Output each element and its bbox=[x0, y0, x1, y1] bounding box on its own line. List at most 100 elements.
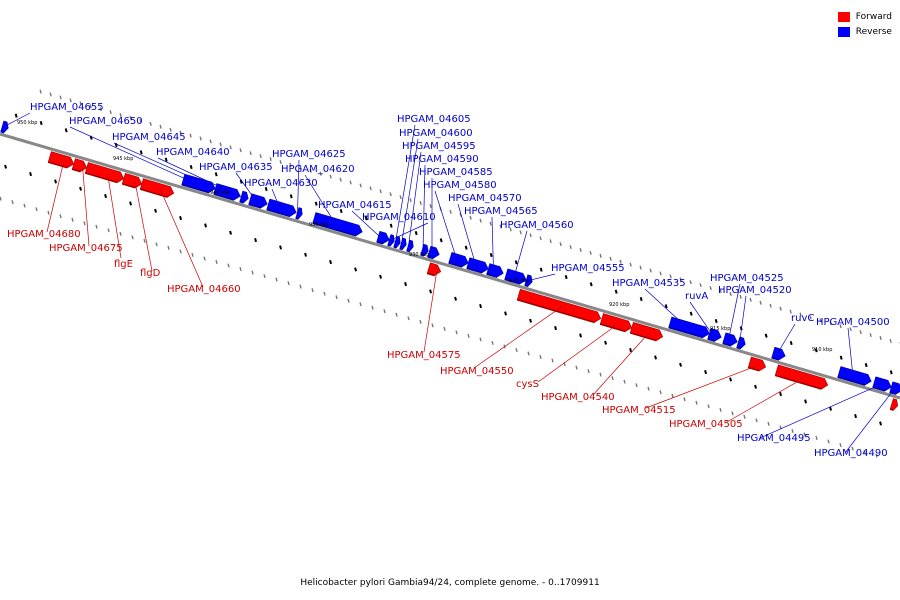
tick-mark bbox=[263, 274, 266, 279]
tick-mark bbox=[515, 348, 518, 352]
tick-mark bbox=[439, 238, 443, 243]
gene-label-hpgam-04650: HPGAM_04650 bbox=[69, 116, 143, 127]
tick-mark bbox=[579, 248, 582, 252]
tick-mark bbox=[875, 453, 878, 458]
tick-mark bbox=[619, 259, 622, 264]
gene-label-hpgam-04680: HPGAM_04680 bbox=[7, 229, 81, 240]
tick-mark bbox=[251, 270, 254, 275]
tick-mark bbox=[104, 194, 108, 199]
leader-hpgam-04515 bbox=[645, 364, 761, 409]
gene-body bbox=[722, 332, 738, 347]
tick-mark bbox=[179, 216, 183, 221]
leader-hpgam-04590 bbox=[422, 164, 426, 251]
tick-mark bbox=[339, 177, 342, 182]
tick-mark bbox=[404, 282, 408, 287]
tick-mark bbox=[719, 407, 722, 412]
tick-mark bbox=[564, 274, 568, 280]
gene-label-hpgam-04520: HPGAM_04520 bbox=[718, 285, 792, 296]
leader-hpgam-04520 bbox=[739, 295, 747, 344]
tick-mark bbox=[879, 421, 883, 426]
gene-label-hpgam-04585: HPGAM_04585 bbox=[419, 167, 493, 178]
gene-label-hpgam-04580: HPGAM_04580 bbox=[423, 180, 497, 191]
tick-mark bbox=[347, 298, 350, 303]
leader-hpgam-04645 bbox=[113, 142, 226, 193]
tick-mark bbox=[179, 249, 182, 254]
gene-arrow-hpgam-04500 bbox=[837, 366, 872, 386]
gene-arrow-hpgam-04580 bbox=[448, 252, 469, 268]
scale-label: 910 kbp bbox=[812, 347, 832, 353]
gene-body bbox=[71, 158, 88, 172]
gene-shadow bbox=[71, 168, 81, 173]
scale-label: 945 kbp bbox=[113, 156, 133, 162]
reverse-swatch bbox=[837, 26, 850, 37]
tick-mark bbox=[229, 230, 233, 235]
gene-label-hpgam-04675: HPGAM_04675 bbox=[49, 243, 123, 254]
tick-mark bbox=[214, 172, 218, 177]
gene-label-hpgam-04640: HPGAM_04640 bbox=[156, 147, 230, 158]
leader-hpgam-04575 bbox=[423, 269, 438, 353]
tick-mark bbox=[119, 231, 122, 236]
tick-mark bbox=[749, 297, 752, 302]
tick-mark bbox=[799, 312, 802, 317]
gene-arrow-hpgam-04505 bbox=[774, 364, 829, 390]
tick-mark bbox=[623, 379, 626, 384]
tick-mark bbox=[239, 179, 243, 184]
tick-mark bbox=[604, 340, 608, 345]
genome-caption: Helicobacter pylori Gambia94/24, complet… bbox=[300, 578, 600, 588]
gene-label-hpgam-04575: HPGAM_04575 bbox=[387, 350, 461, 361]
leader-hpgam-04615 bbox=[351, 210, 382, 239]
legend-label-reverse: Reverse bbox=[855, 26, 892, 37]
tick-mark bbox=[269, 157, 272, 162]
gene-label-hpgam-04535: HPGAM_04535 bbox=[612, 278, 686, 289]
gene-arrow-hpgam-04680 bbox=[47, 151, 75, 169]
gene-body bbox=[504, 268, 527, 285]
gene-label-hpgam-04555: HPGAM_04555 bbox=[551, 263, 625, 274]
leader-flge bbox=[107, 173, 122, 259]
leader-hpgam-04570 bbox=[457, 203, 477, 267]
leader-hpgam-04550 bbox=[473, 306, 563, 369]
gene-arrow-hpgam-04600 bbox=[399, 237, 407, 251]
tick-mark bbox=[419, 201, 422, 206]
tick-mark bbox=[504, 311, 508, 316]
gene-body bbox=[427, 245, 440, 259]
gene-label-hpgam-04630: HPGAM_04630 bbox=[244, 178, 318, 189]
tick-mark bbox=[359, 183, 362, 188]
gene-shadow bbox=[0, 130, 5, 134]
leader-hpgam-04600 bbox=[401, 138, 419, 245]
gene-body bbox=[393, 235, 401, 249]
tick-mark bbox=[554, 326, 558, 331]
gene-body bbox=[84, 162, 125, 183]
tick-mark bbox=[11, 200, 14, 205]
gene-arrow-hpgam-04520 bbox=[736, 336, 746, 350]
gene-arrow-hpgam-04565 bbox=[486, 263, 504, 278]
gene-body bbox=[771, 346, 786, 361]
gene-arrow-hpgam-04645 bbox=[213, 183, 241, 201]
gene-shadow bbox=[837, 376, 866, 386]
leader-hpgam-04635 bbox=[235, 172, 257, 202]
legend-item-reverse: Reverse bbox=[837, 24, 892, 39]
tick-mark bbox=[869, 333, 872, 338]
label-leader-lines bbox=[2, 112, 895, 454]
leader-hpgam-04675 bbox=[82, 165, 90, 247]
gene-arrow-flge bbox=[84, 162, 125, 184]
tick-mark bbox=[254, 238, 258, 243]
tick-mark bbox=[199, 136, 202, 141]
leader-hpgam-04680 bbox=[46, 160, 65, 233]
tick-mark bbox=[587, 369, 590, 374]
tick-mark bbox=[659, 390, 662, 395]
gene-label-hpgam-04645: HPGAM_04645 bbox=[112, 132, 186, 143]
tick-mark bbox=[155, 242, 158, 247]
gene-shadow bbox=[266, 208, 291, 218]
gene-shadow bbox=[872, 386, 886, 392]
gene-label-hpgam-04550: HPGAM_04550 bbox=[440, 366, 514, 377]
backbone-line bbox=[0, 132, 900, 400]
tick-mark bbox=[864, 362, 868, 368]
tick-mark bbox=[704, 370, 708, 375]
tick-mark bbox=[309, 168, 312, 173]
tick-mark bbox=[454, 296, 458, 301]
tick-mark bbox=[311, 288, 314, 293]
gene-label-hpgam-04505: HPGAM_04505 bbox=[669, 419, 743, 430]
tick-mark bbox=[99, 107, 102, 112]
leader-hpgam-04660 bbox=[159, 188, 204, 288]
